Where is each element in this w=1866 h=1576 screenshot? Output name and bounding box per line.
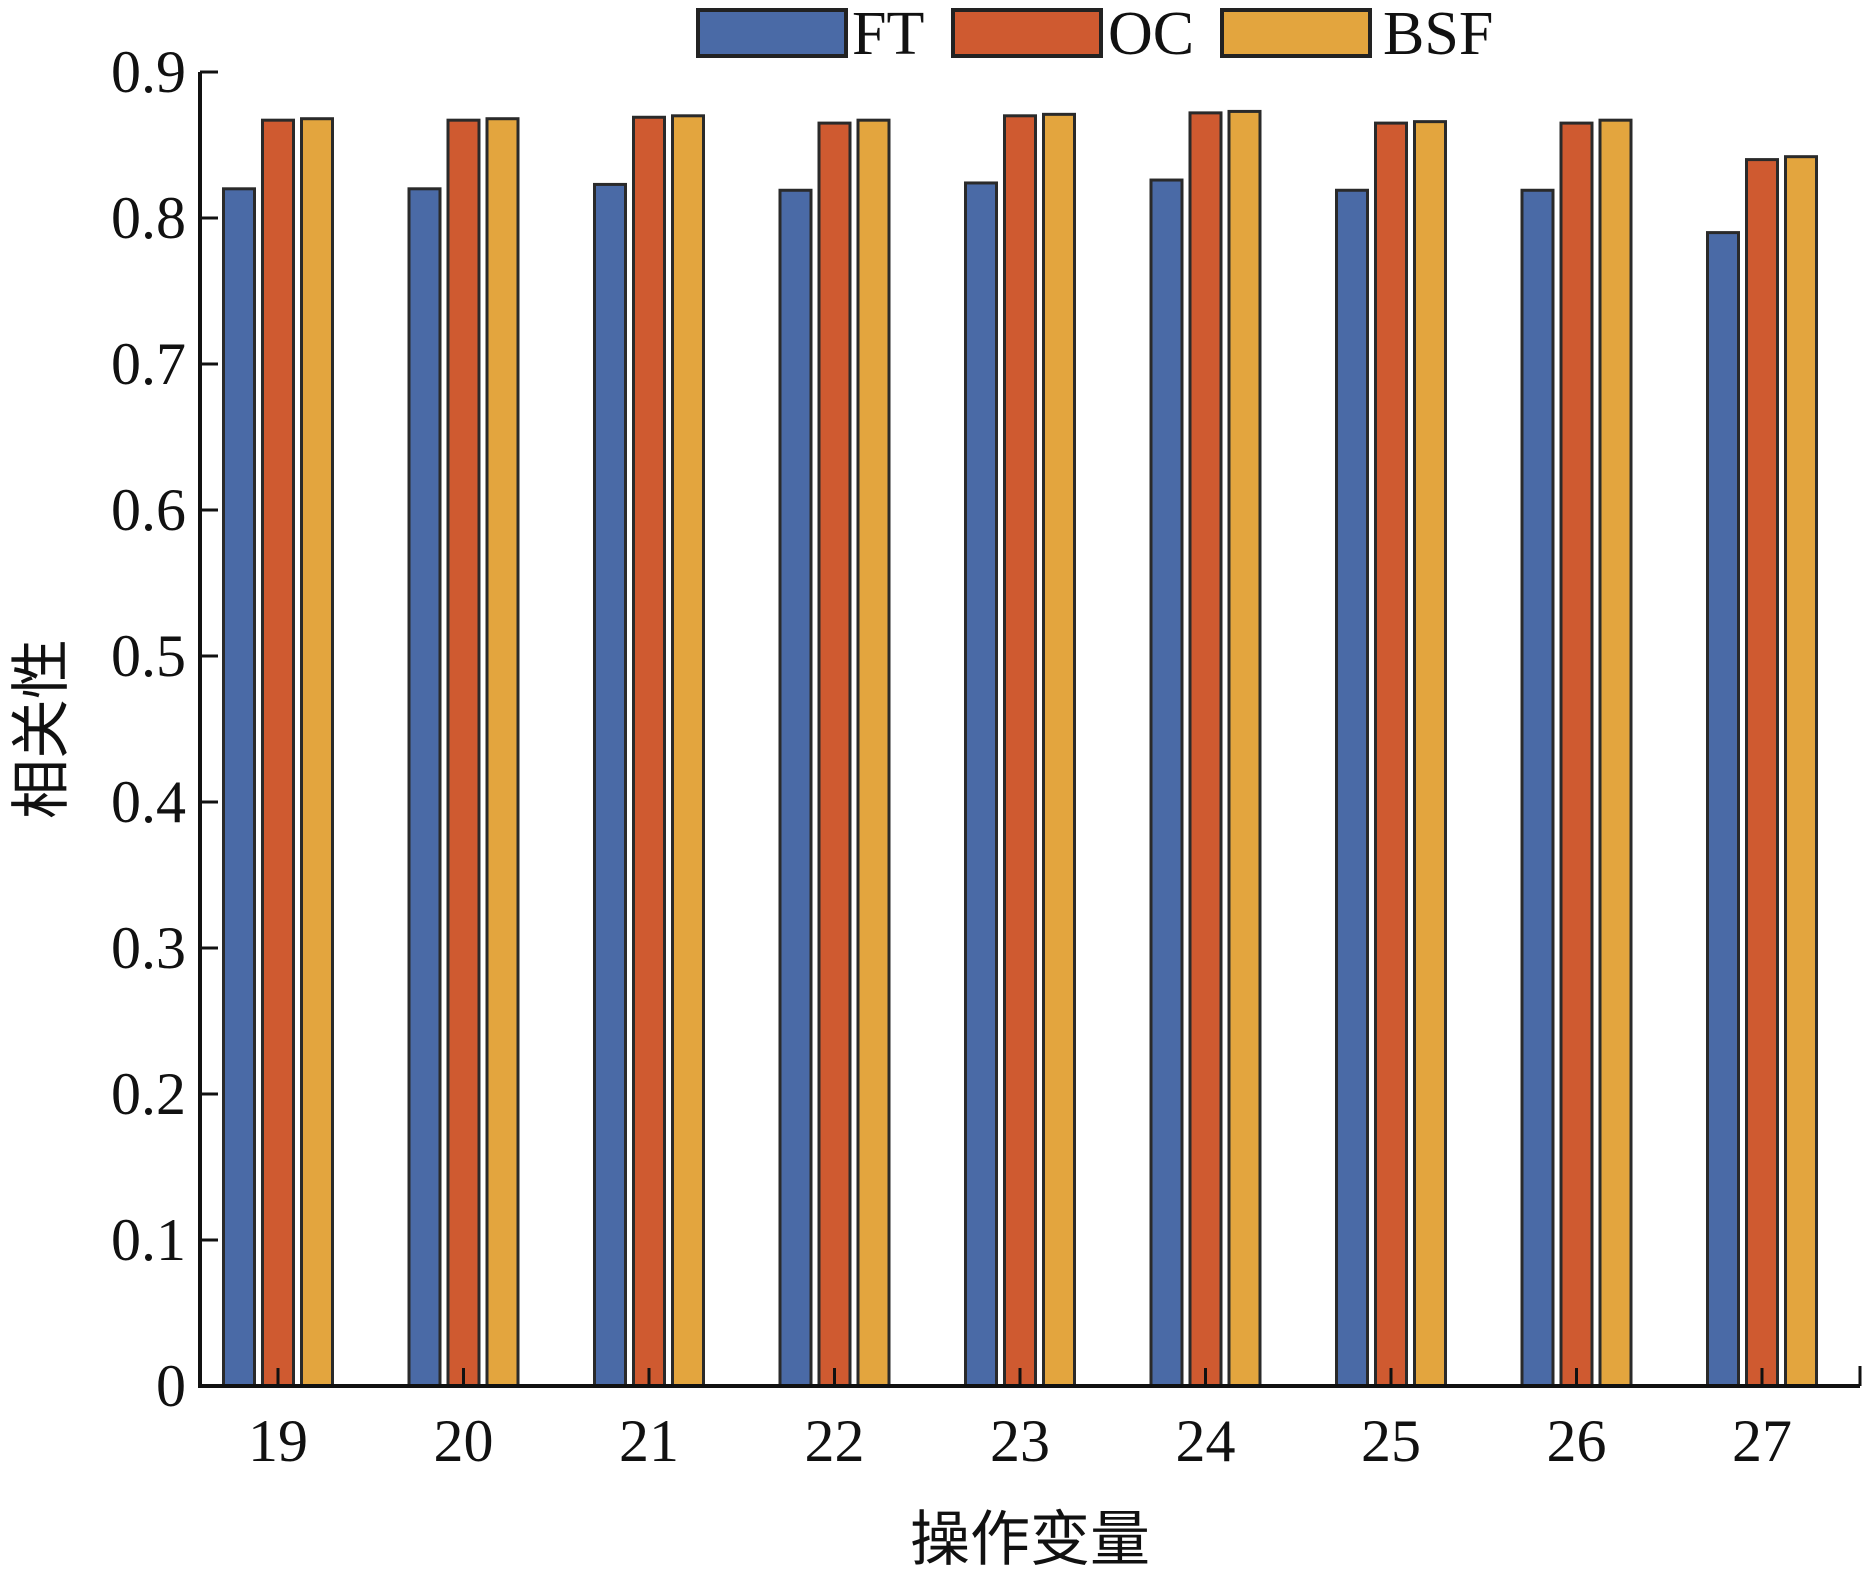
x-tick-label: 27 bbox=[1732, 1408, 1792, 1474]
y-axis-title: 相关性 bbox=[9, 639, 75, 819]
x-tick-label: 26 bbox=[1547, 1408, 1607, 1474]
bar-oc-25 bbox=[1374, 121, 1408, 1388]
bar-bsf-26 bbox=[1598, 118, 1633, 1388]
y-tick-label: 0.8 bbox=[111, 185, 186, 251]
y-tick-label: 0.3 bbox=[111, 915, 186, 981]
bar-bsf-22 bbox=[856, 118, 891, 1388]
bar-bsf-19 bbox=[300, 117, 334, 1388]
bar-ft-21 bbox=[593, 182, 627, 1388]
bar-oc-19 bbox=[261, 118, 295, 1388]
x-tick-label: 23 bbox=[990, 1408, 1050, 1474]
x-tick-label: 19 bbox=[248, 1408, 308, 1474]
y-tick-label: 0.6 bbox=[111, 477, 186, 543]
bar-oc-23 bbox=[1003, 114, 1037, 1388]
bar-ft-22 bbox=[778, 188, 813, 1388]
legend-swatch-bsf bbox=[1220, 8, 1372, 58]
bar-ft-19 bbox=[222, 187, 256, 1388]
x-tick-label: 25 bbox=[1361, 1408, 1421, 1474]
bar-ft-23 bbox=[964, 181, 998, 1388]
y-ticks-group: 0 0.1 0.2 0.3 0.4 0.5 0.6 0.7 0.8 0.9 bbox=[111, 39, 218, 1419]
legend: FT OC BSF bbox=[696, 0, 1493, 68]
bar-oc-22 bbox=[817, 121, 852, 1388]
legend-label-bsf: BSF bbox=[1383, 0, 1493, 68]
legend-swatch-oc bbox=[951, 8, 1103, 58]
bars-group bbox=[222, 109, 1818, 1388]
y-tick-label: 0.9 bbox=[111, 39, 186, 105]
bar-ft-26 bbox=[1520, 188, 1555, 1388]
bar-bsf-20 bbox=[485, 117, 520, 1388]
bar-ft-25 bbox=[1335, 188, 1369, 1388]
bar-ft-24 bbox=[1149, 178, 1184, 1388]
bar-oc-27 bbox=[1745, 158, 1779, 1388]
x-tick-label: 22 bbox=[805, 1408, 865, 1474]
x-tick-label: 24 bbox=[1176, 1408, 1236, 1474]
y-tick-label: 0.5 bbox=[111, 623, 186, 689]
bar-ft-27 bbox=[1706, 231, 1740, 1388]
bar-bsf-25 bbox=[1413, 120, 1447, 1388]
x-tick-label: 21 bbox=[619, 1408, 679, 1474]
x-tick-label: 20 bbox=[434, 1408, 494, 1474]
legend-swatch-ft bbox=[696, 8, 848, 58]
y-tick-label: 0.7 bbox=[111, 331, 186, 397]
y-tick-label: 0 bbox=[156, 1353, 186, 1419]
x-ticks-group: 19 20 21 22 23 24 25 26 27 bbox=[248, 1368, 1792, 1474]
legend-label-oc: OC bbox=[1108, 0, 1194, 68]
bar-oc-21 bbox=[632, 115, 666, 1388]
bar-bsf-21 bbox=[671, 114, 705, 1388]
bar-bsf-27 bbox=[1784, 155, 1818, 1388]
bar-oc-20 bbox=[446, 118, 481, 1388]
bar-ft-20 bbox=[407, 187, 442, 1388]
legend-label-ft: FT bbox=[852, 0, 924, 68]
axes-group bbox=[198, 72, 1862, 1388]
y-tick-label: 0.1 bbox=[111, 1207, 186, 1273]
bar-oc-26 bbox=[1559, 121, 1594, 1388]
bar-bsf-24 bbox=[1227, 109, 1262, 1388]
y-tick-label: 0.4 bbox=[111, 769, 186, 835]
x-axis-title: 操作变量 bbox=[910, 1507, 1150, 1571]
bar-bsf-23 bbox=[1042, 112, 1076, 1388]
y-tick-label: 0.2 bbox=[111, 1061, 186, 1127]
bar-oc-24 bbox=[1188, 111, 1223, 1388]
